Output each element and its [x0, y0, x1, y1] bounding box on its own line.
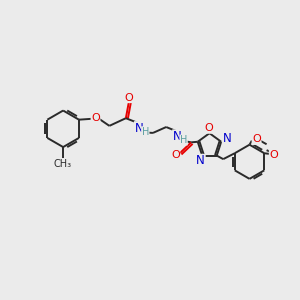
Text: O: O	[91, 112, 100, 123]
Text: N: N	[223, 132, 231, 145]
Text: H: H	[142, 127, 149, 137]
Text: N: N	[134, 122, 143, 135]
Text: H: H	[180, 135, 187, 145]
Text: O: O	[269, 150, 278, 160]
Text: O: O	[171, 150, 180, 160]
Text: N: N	[196, 154, 205, 167]
Text: O: O	[125, 93, 134, 103]
Text: CH₃: CH₃	[53, 158, 72, 169]
Text: N: N	[173, 130, 182, 143]
Text: O: O	[205, 123, 214, 133]
Text: O: O	[252, 134, 261, 144]
